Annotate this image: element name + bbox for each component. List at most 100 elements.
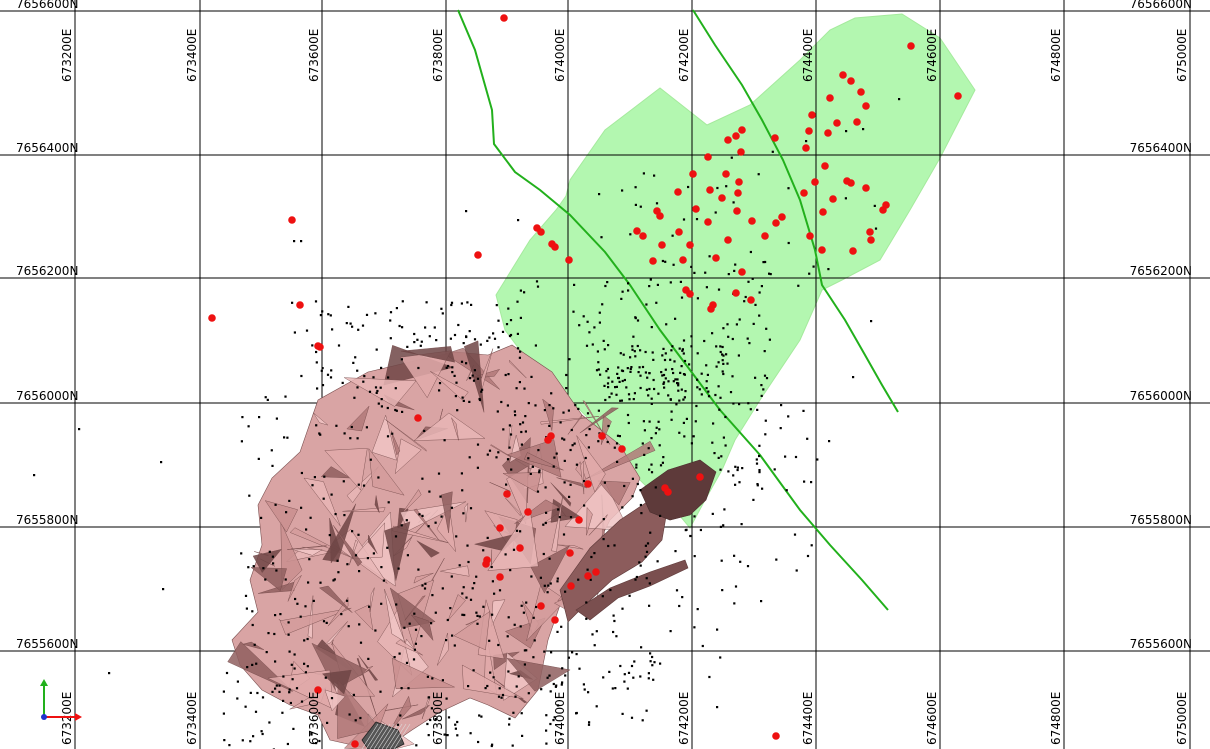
surface-facet	[346, 405, 370, 432]
sample-point	[439, 495, 442, 498]
drillhole-point	[733, 207, 741, 215]
sample-point	[631, 495, 634, 498]
sample-point	[734, 263, 737, 266]
sample-point	[650, 437, 653, 440]
sample-point	[569, 448, 572, 452]
red-drillhole-points[interactable]	[208, 14, 962, 748]
sample-point	[758, 471, 761, 474]
sample-point	[719, 350, 722, 354]
sample-point	[664, 368, 667, 371]
drillhole-point	[692, 205, 700, 213]
drillhole-point	[500, 14, 508, 22]
surface-facet	[384, 521, 411, 581]
fault-line-east[interactable]	[692, 9, 899, 413]
surface-facet	[530, 545, 570, 594]
sample-point	[451, 634, 454, 637]
sample-point	[621, 290, 624, 293]
sample-point	[268, 550, 271, 553]
surface-facet	[252, 548, 283, 573]
sample-point	[445, 639, 448, 642]
sample-point	[389, 337, 392, 340]
hatch-line	[373, 723, 391, 749]
drillhole-point	[686, 290, 694, 298]
sample-point	[606, 440, 609, 444]
sample-point	[717, 361, 720, 364]
sample-point	[553, 716, 556, 719]
sample-point	[552, 719, 555, 722]
sample-point	[533, 639, 536, 642]
sample-point	[510, 468, 513, 471]
fault-line-west[interactable]	[457, 9, 889, 611]
sample-point	[587, 691, 590, 694]
sample-point	[810, 481, 813, 484]
surface-facet	[451, 417, 459, 441]
surface-facet	[367, 534, 378, 554]
drillhole-point	[414, 414, 422, 422]
surface-facet	[280, 521, 303, 591]
sample-point	[347, 305, 350, 308]
sample-point	[502, 428, 505, 431]
sample-point	[755, 462, 759, 465]
surface-facet	[413, 508, 439, 540]
drillhole-point	[732, 132, 740, 140]
sample-point	[731, 375, 734, 378]
sample-point	[521, 734, 524, 737]
geological-surface[interactable]	[227, 340, 717, 749]
sample-point	[690, 335, 693, 338]
sample-point	[253, 643, 256, 646]
sample-point	[454, 723, 457, 726]
sample-point	[305, 528, 308, 531]
surface-facet	[354, 604, 374, 631]
sample-point	[495, 456, 498, 459]
sample-point	[768, 338, 771, 341]
sample-point	[717, 385, 720, 388]
sample-point	[468, 330, 471, 333]
sample-point	[490, 744, 493, 748]
sample-point	[354, 719, 357, 722]
sample-point	[765, 327, 768, 330]
sample-point	[498, 589, 502, 592]
sample-point	[423, 587, 427, 590]
sample-point	[560, 733, 563, 736]
sample-point	[472, 379, 476, 382]
sample-point	[281, 711, 284, 714]
easting-label: 673200E	[60, 692, 74, 745]
sample-point	[391, 432, 394, 435]
sample-point	[450, 301, 454, 304]
sample-point	[722, 354, 725, 357]
sample-point	[261, 732, 264, 736]
sample-point	[713, 452, 716, 455]
sample-point	[417, 366, 420, 370]
sample-point	[649, 660, 652, 663]
sample-point	[386, 406, 389, 410]
sample-point	[640, 646, 643, 649]
sample-point	[366, 557, 369, 560]
sample-point	[675, 403, 678, 406]
sample-point	[682, 218, 686, 221]
surface-lobe-east[interactable]	[575, 559, 689, 621]
sample-point	[732, 402, 735, 405]
sample-point	[329, 314, 332, 317]
sample-point	[434, 718, 437, 721]
sample-point	[543, 409, 546, 412]
sample-point	[530, 375, 533, 378]
drillhole-point	[811, 178, 819, 186]
sample-point	[634, 186, 637, 189]
sample-point	[375, 348, 378, 351]
sample-point	[662, 381, 666, 384]
sample-point	[732, 201, 735, 204]
drillhole-point	[584, 480, 592, 488]
sample-point	[519, 289, 522, 292]
sample-point	[608, 396, 611, 399]
northing-label-left: 7656600N	[16, 0, 78, 11]
sample-point	[519, 316, 522, 319]
sample-point	[453, 644, 456, 647]
sample-point	[354, 356, 357, 359]
sample-point	[719, 468, 722, 471]
sample-point	[683, 396, 686, 399]
surface-facet	[331, 639, 334, 646]
sample-point	[406, 554, 409, 557]
sample-point	[632, 335, 635, 338]
